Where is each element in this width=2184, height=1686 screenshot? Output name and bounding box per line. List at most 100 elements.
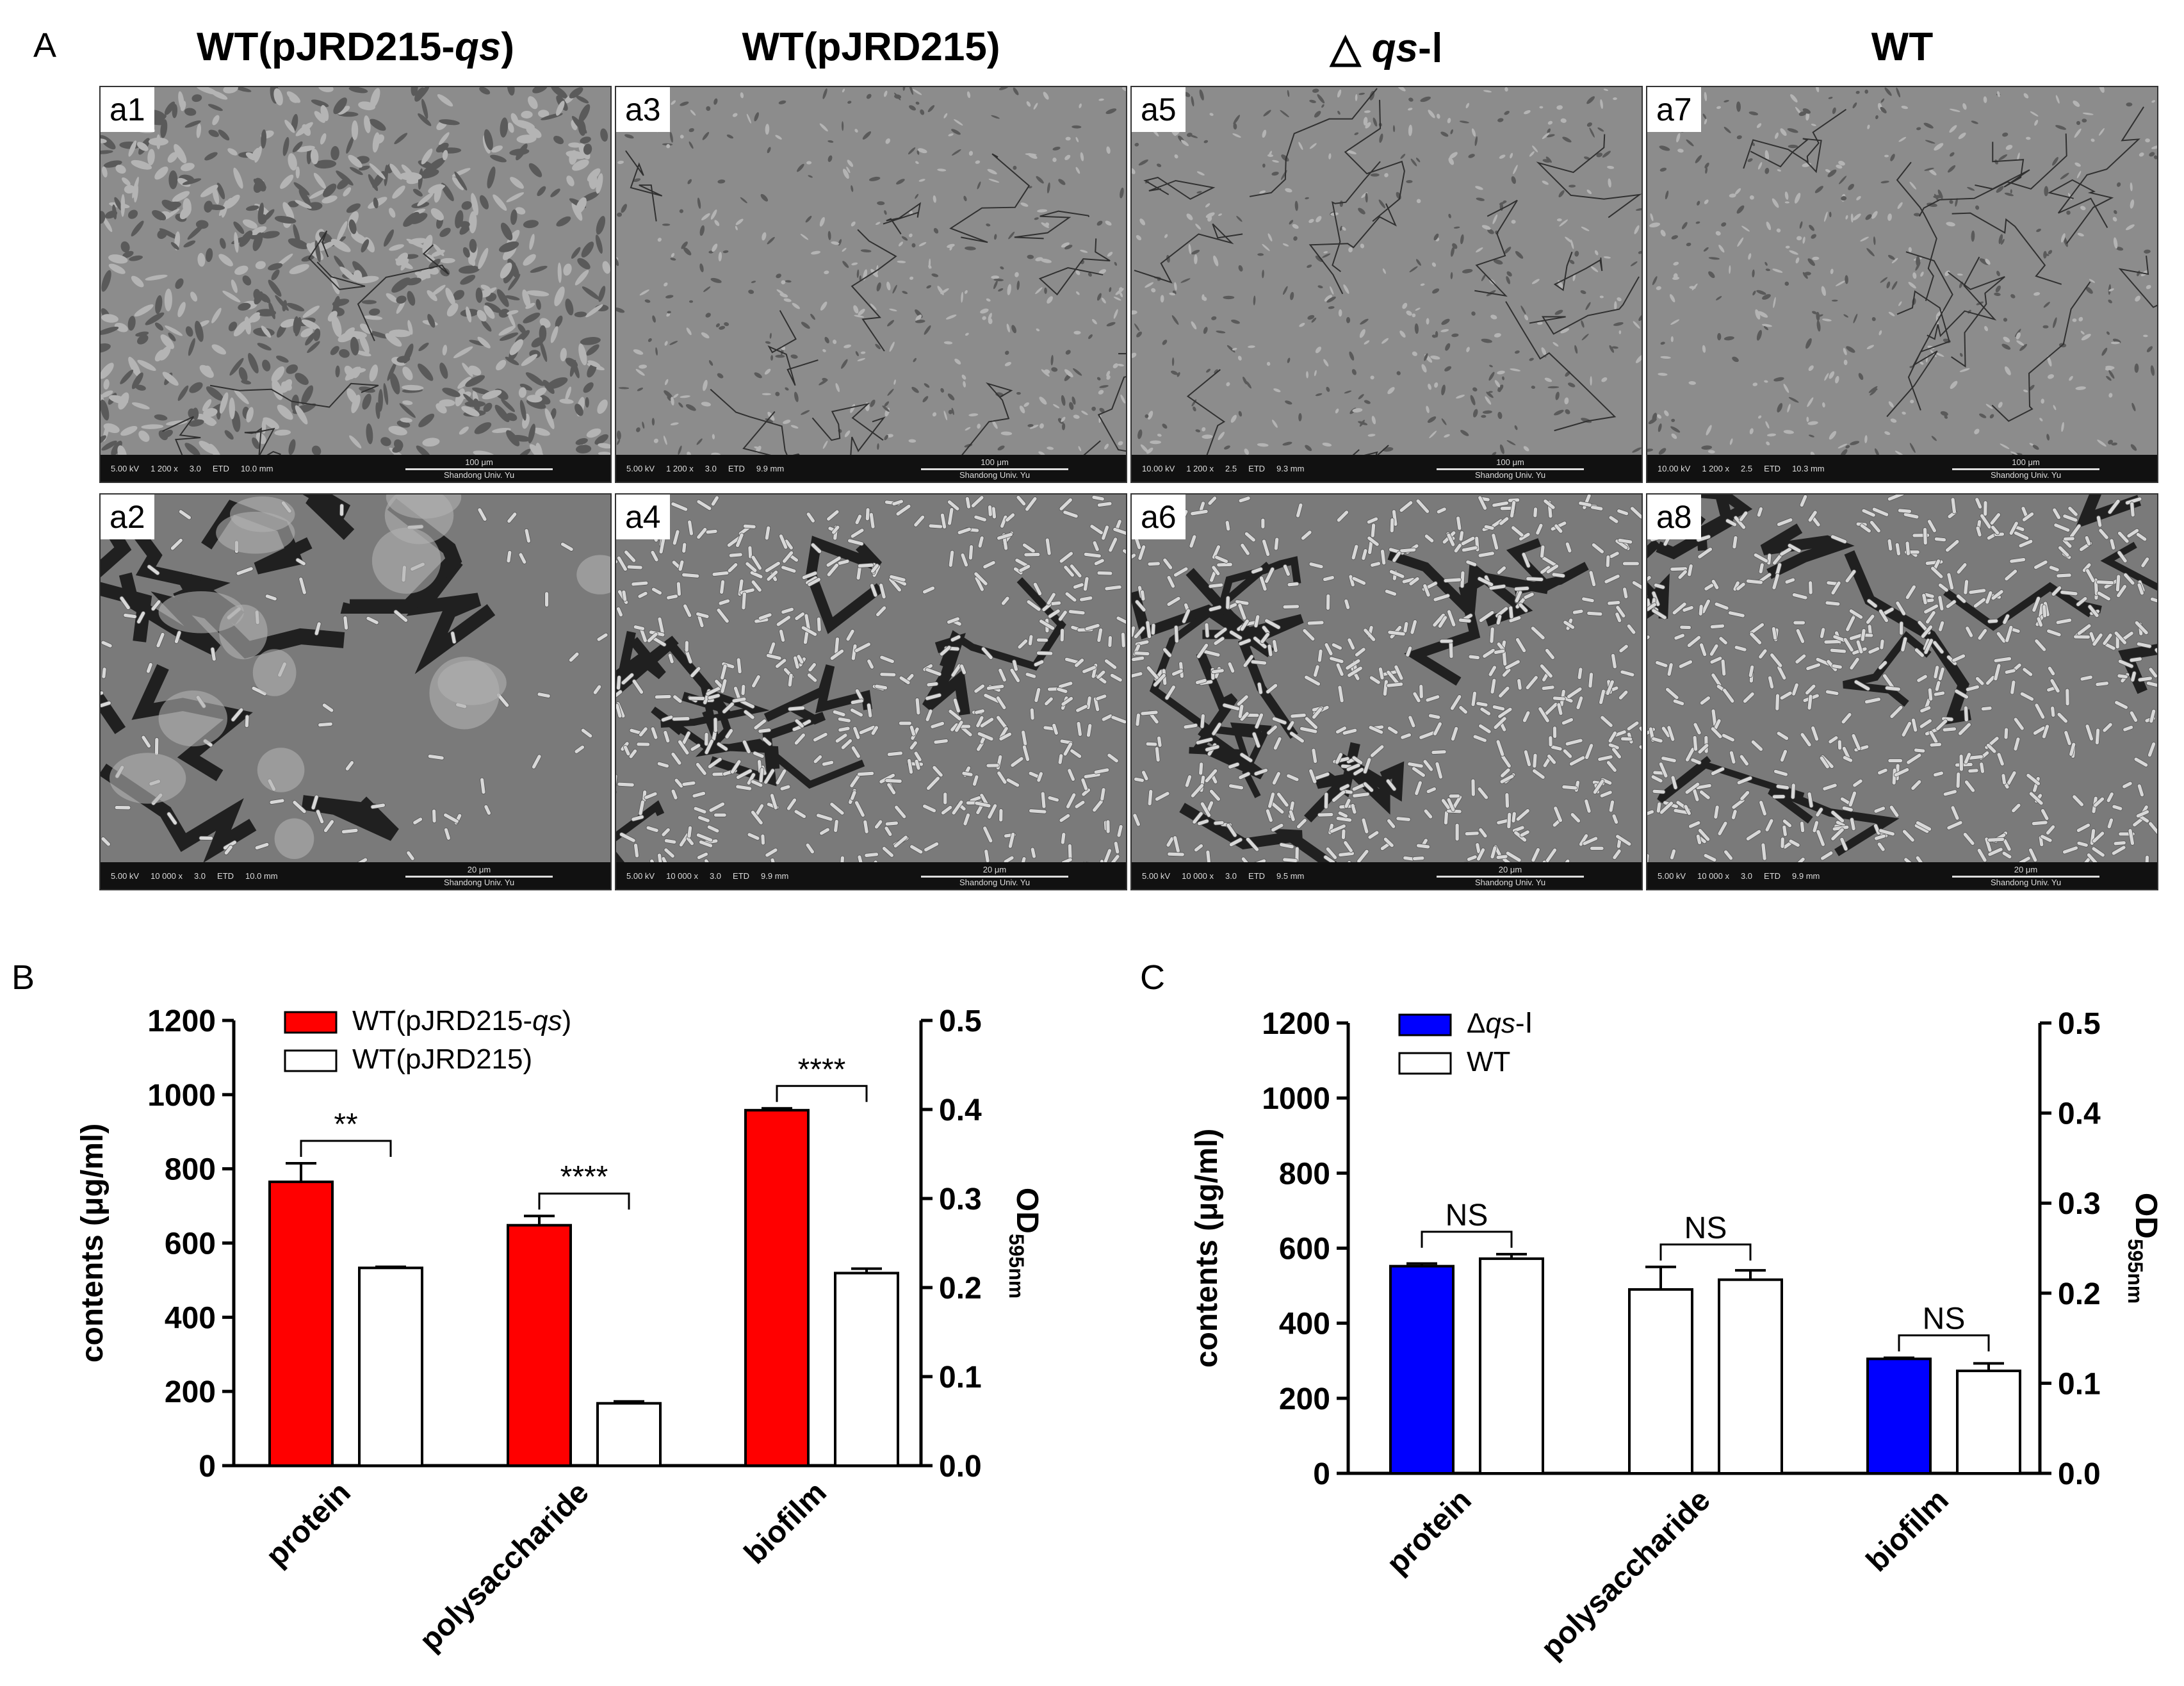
sem-info-mag: 10 000 x [1182, 871, 1214, 881]
sem-image-tag: a2 [101, 495, 154, 539]
sem-info-det: ETD [1248, 463, 1266, 473]
legend-swatch-2 [1398, 1052, 1452, 1075]
y-tick-label: 600 [165, 1227, 216, 1261]
sem-image-a7: 10.00 kV 1 200 x 2.5 ETD 10.3 mm 100 μm Shando… [1646, 86, 2158, 483]
sem-image-tag: a8 [1647, 495, 1701, 539]
y2-tick-label: 0.4 [939, 1093, 982, 1127]
bar-polysaccharide-2 [596, 1402, 662, 1468]
bar-protein-1 [268, 1180, 334, 1467]
sem-scale-bar: 20 μm Shandong Univ. Yu [1952, 865, 2099, 887]
sem-info-bar: 5.00 kV 10 000 x 3.0 ETD 9.9 mm 20 μm Shandong… [616, 862, 1126, 889]
column-title-1: WT(pJRD215-qs) [196, 25, 515, 69]
sem-info-det: ETD [1248, 871, 1266, 881]
legend-swatch-2 [284, 1049, 338, 1072]
y2-tick-label: 0.2 [2058, 1277, 2101, 1311]
chart-c: 0 200 400 600 800 1000 1200 0.0 0.1 0.2 0.3 0.4 0.5 c… [1190, 1007, 2163, 1666]
column-title-3: △ qs-Ⅰ [1330, 26, 1444, 70]
sem-info-bar: 5.00 kV 1 200 x 3.0 ETD 9.9 mm 100 μm Shandong… [616, 455, 1126, 482]
sem-scale-bar: 20 μm Shandong Univ. Yu [921, 865, 1068, 887]
category-label-protein: protein [259, 1475, 357, 1573]
sem-scale-bar: 20 μm Shandong Univ. Yu [1437, 865, 1584, 887]
sem-info-bar: 10.00 kV 1 200 x 2.5 ETD 9.3 mm 100 μm Shandon… [1132, 455, 1642, 482]
panel-label-b: B [12, 958, 35, 997]
y-tick-label: 0 [199, 1450, 216, 1484]
sem-info-spot: 3.0 [193, 871, 206, 881]
sem-image-tag: a4 [616, 495, 670, 539]
sem-info-wd: 10.0 mm [240, 463, 273, 473]
sem-info-hv: 5.00 kV [1142, 871, 1171, 881]
y2-tick-label: 0.4 [2058, 1097, 2101, 1131]
sem-info-det: ETD [217, 871, 234, 881]
sem-info-spot: 3.0 [705, 463, 717, 473]
significance-bracket [538, 1192, 630, 1210]
sem-scale-bar: 20 μm Shandong Univ. Yu [405, 865, 553, 887]
sem-texture [1132, 495, 1642, 862]
sem-image-a3: 5.00 kV 1 200 x 3.0 ETD 9.9 mm 100 μm Shandong… [615, 86, 1127, 483]
sem-info-bar: 5.00 kV 10 000 x 3.0 ETD 10.0 mm 20 μm Shandon… [101, 862, 610, 889]
sem-info-mag: 1 200 x [151, 463, 178, 473]
y-tick-label: 1200 [147, 1004, 216, 1038]
y2-tick-label: 0.1 [939, 1361, 982, 1395]
y2-tick-label: 0.5 [2058, 1007, 2101, 1041]
sem-info-wd: 9.5 mm [1276, 871, 1305, 881]
sem-info-hv: 5.00 kV [111, 463, 140, 473]
sem-info-det: ETD [1764, 871, 1781, 881]
sem-texture [101, 87, 610, 455]
sem-info-spot: 3.0 [1225, 871, 1237, 881]
legend-label-2: WT(pJRD215) [352, 1044, 532, 1075]
legend-label-1: WT(pJRD215-qs) [352, 1005, 571, 1036]
sem-info-spot: 3.0 [189, 463, 201, 473]
y2-tick-label: 0.1 [2058, 1367, 2101, 1401]
sem-info-det: ETD [1764, 463, 1781, 473]
sem-info-spot: 3.0 [709, 871, 722, 881]
y-tick-label: 400 [165, 1301, 216, 1335]
sem-image-tag: a1 [101, 87, 154, 132]
sem-info-wd: 9.9 mm [756, 463, 785, 473]
significance-label: NS [1923, 1302, 1966, 1336]
legend-swatch-1 [1398, 1013, 1452, 1036]
y2-tick-label: 0.2 [939, 1272, 982, 1305]
significance-bracket [776, 1084, 868, 1102]
sem-image-tag: a7 [1647, 87, 1701, 132]
sem-info-spot: 2.5 [1740, 463, 1753, 473]
legend-label-1: Δqs-Ⅰ [1467, 1008, 1533, 1039]
sem-texture [101, 495, 610, 862]
sem-image-a6: 5.00 kV 10 000 x 3.0 ETD 9.5 mm 20 μm Shandong… [1130, 493, 1643, 890]
column-title-4: WT [1871, 25, 1934, 69]
sem-image-a4: 5.00 kV 10 000 x 3.0 ETD 9.9 mm 20 μm Shandong… [615, 493, 1127, 890]
y2-axis-label: OD595nm [2124, 1193, 2163, 1304]
significance-bracket [1659, 1243, 1752, 1261]
sem-texture [616, 495, 1126, 862]
sem-image-a1: 5.00 kV 1 200 x 3.0 ETD 10.0 mm 100 μm Shandon… [99, 86, 612, 483]
y2-tick-label: 0.0 [2058, 1457, 2101, 1491]
y-tick-label: 600 [1279, 1232, 1330, 1266]
panel-label-c: C [1140, 958, 1165, 997]
sem-scale-bar: 100 μm Shandong Univ. Yu [1952, 457, 2099, 480]
sem-scale-bar: 100 μm Shandong Univ. Yu [1437, 457, 1584, 480]
sem-scale-bar: 100 μm Shandong Univ. Yu [405, 457, 553, 480]
sem-info-spot: 2.5 [1225, 463, 1237, 473]
sem-info-wd: 10.3 mm [1792, 463, 1825, 473]
y-tick-label: 1000 [147, 1079, 216, 1113]
sem-texture [616, 87, 1126, 455]
category-label-protein: protein [1380, 1483, 1478, 1580]
y-tick-label: 800 [1279, 1157, 1330, 1191]
sem-scale-bar: 100 μm Shandong Univ. Yu [921, 457, 1068, 480]
sem-info-mag: 10 000 x [151, 871, 183, 881]
bar-biofilm-1 [744, 1109, 810, 1468]
category-label-biofilm: biofilm [738, 1475, 833, 1571]
sem-info-hv: 5.00 kV [1658, 871, 1686, 881]
column-title-2: WT(pJRD215) [742, 25, 1000, 69]
bar-polysaccharide-2 [1718, 1278, 1783, 1475]
category-label-polysaccharide: polysaccharide [1535, 1483, 1717, 1666]
sem-image-a8: 5.00 kV 10 000 x 3.0 ETD 9.9 mm 20 μm Shandong… [1646, 493, 2158, 890]
significance-bracket [1421, 1231, 1513, 1248]
panel-label-a: A [33, 26, 57, 65]
sem-texture [1647, 87, 2157, 455]
y-tick-label: 800 [165, 1153, 216, 1187]
significance-label: **** [798, 1052, 846, 1086]
significance-bracket [300, 1140, 392, 1157]
significance-label: **** [560, 1160, 608, 1194]
sem-info-mag: 1 200 x [1186, 463, 1214, 473]
sem-image-a5: 10.00 kV 1 200 x 2.5 ETD 9.3 mm 100 μm Shandon… [1130, 86, 1643, 483]
